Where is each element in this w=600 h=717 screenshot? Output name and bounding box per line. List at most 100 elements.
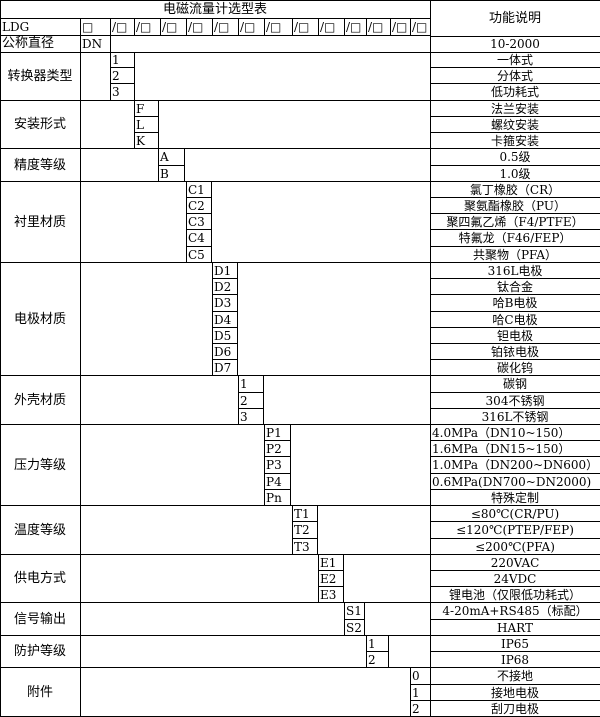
option-function: 1.6MPa（DN15~150）: [430, 441, 600, 457]
blank-cell: [80, 506, 293, 555]
option-code: S2: [344, 620, 365, 636]
option-function: 哈C电极: [430, 312, 600, 328]
option-function: 钽电极: [430, 328, 600, 344]
model-slot: /□: [410, 18, 431, 36]
option-code: P1: [264, 425, 291, 441]
option-function: 特殊定制: [430, 490, 600, 506]
nominal-diameter-function: 10-2000: [430, 35, 600, 53]
option-code: C5: [186, 247, 212, 263]
option-code: T2: [292, 522, 318, 539]
option-code: E3: [318, 587, 344, 603]
group-label: 电极材质: [0, 263, 81, 376]
option-code: C3: [186, 214, 212, 230]
option-function: 0.5级: [430, 149, 600, 166]
option-code: C2: [186, 198, 212, 214]
model-slot: /□: [186, 18, 213, 36]
option-code: B: [158, 166, 185, 182]
option-code: 2: [110, 68, 135, 84]
blank-cell: [80, 555, 319, 603]
option-code: F: [134, 101, 159, 117]
nominal-diameter-label: 公称直径: [0, 35, 81, 53]
option-function: 4.0MPa（DN10~150）: [430, 425, 600, 441]
option-function: 特氟龙（F46/FEP）: [430, 230, 600, 247]
blank-cell: [80, 263, 213, 376]
option-function: ≤80℃(CR/PU): [430, 506, 600, 522]
blank-cell: [211, 182, 431, 263]
option-code: K: [134, 133, 159, 149]
blank-cell: [388, 636, 431, 668]
option-function: 氯丁橡胶（CR）: [430, 182, 600, 198]
blank-cell: [80, 636, 367, 668]
option-function: 法兰安装: [430, 101, 600, 117]
option-code: D5: [212, 328, 238, 344]
option-code: 2: [410, 701, 431, 717]
option-function: 316L不锈钢: [430, 409, 600, 425]
option-code: A: [158, 149, 185, 166]
model-slot: /□: [212, 18, 239, 36]
blank-cell: [80, 101, 135, 149]
option-function: 螺纹安装: [430, 117, 600, 133]
option-function: 1.0MPa（DN200~DN600）: [430, 457, 600, 474]
blank-cell: [263, 376, 431, 425]
option-function: ≤200℃(PFA): [430, 539, 600, 555]
option-function: 低功耗式: [430, 84, 600, 101]
option-function: 哈B电极: [430, 295, 600, 312]
model-slot: □: [80, 18, 111, 36]
group-label: 转换器类型: [0, 52, 81, 101]
option-function: 220VAC: [430, 555, 600, 571]
option-code: E2: [318, 571, 344, 587]
option-code: D1: [212, 263, 238, 279]
group-label: 精度等级: [0, 149, 81, 182]
group-label: 供电方式: [0, 555, 81, 603]
function-header: 功能说明: [430, 0, 600, 37]
option-function: 卡箍安装: [430, 133, 600, 149]
option-code: P3: [264, 457, 291, 474]
option-code: 1: [238, 376, 264, 393]
option-function: 碳化钨: [430, 360, 600, 376]
option-function: 聚氨酯橡胶（PU）: [430, 198, 600, 214]
blank-cell: [80, 603, 345, 636]
blank-cell: [364, 603, 431, 636]
blank-cell: [317, 506, 431, 555]
option-code: Pn: [264, 490, 291, 506]
option-code: T1: [292, 506, 318, 522]
option-code: S1: [344, 603, 365, 620]
option-code: 2: [366, 652, 389, 668]
model-slot: /□: [292, 18, 319, 36]
option-function: 不接地: [430, 668, 600, 685]
option-function: 聚四氟乙烯（F4/PTFE）: [430, 214, 600, 230]
model-slot: /□: [110, 18, 135, 36]
group-label: 安装形式: [0, 101, 81, 149]
option-function: 钛合金: [430, 279, 600, 295]
option-code: 0: [410, 668, 431, 685]
option-code: D6: [212, 344, 238, 360]
blank-cell: [110, 35, 431, 53]
blank-cell: [80, 668, 411, 717]
blank-cell: [237, 263, 431, 376]
blank-cell: [184, 149, 431, 182]
blank-cell: [80, 425, 265, 506]
model-slot: /□: [344, 18, 367, 36]
option-code: D7: [212, 360, 238, 376]
option-function: 一体式: [430, 52, 600, 68]
option-function: 锂电池（仅限低功耗式）: [430, 587, 600, 603]
option-code: C4: [186, 230, 212, 247]
option-function: 分体式: [430, 68, 600, 84]
blank-cell: [80, 376, 239, 425]
model-slot: /□: [238, 18, 265, 36]
option-code: 1: [366, 636, 389, 652]
option-code: 3: [238, 409, 264, 425]
nominal-diameter-code: DN: [80, 35, 111, 53]
option-code: 1: [110, 52, 135, 68]
blank-cell: [80, 52, 111, 101]
option-code: 3: [110, 84, 135, 101]
option-function: 0.6MPa(DN700~DN2000): [430, 474, 600, 490]
option-code: D3: [212, 295, 238, 312]
model-slot: /□: [390, 18, 411, 36]
model-slot: /□: [160, 18, 187, 36]
blank-cell: [80, 149, 159, 182]
option-code: L: [134, 117, 159, 133]
option-code: T3: [292, 539, 318, 555]
blank-cell: [290, 425, 431, 506]
